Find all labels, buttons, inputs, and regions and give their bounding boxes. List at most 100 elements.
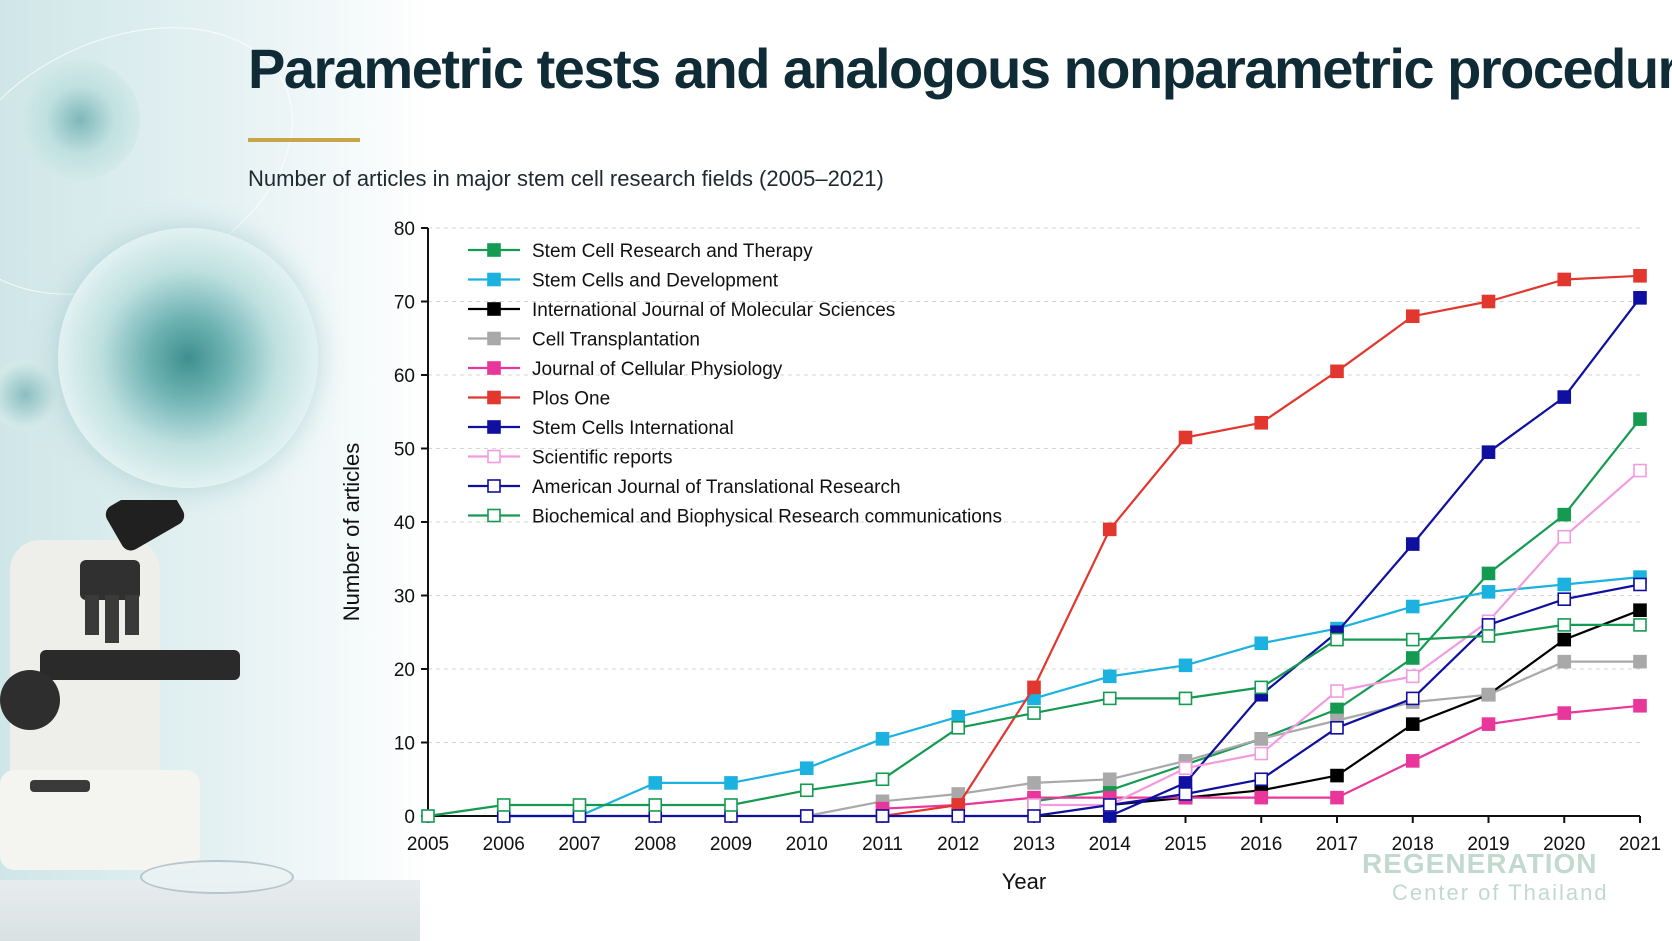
series-line-7 (1109, 297, 1641, 818)
y-tick-label: 70 (394, 293, 415, 314)
data-point-marker (496, 798, 511, 812)
data-point-marker (1481, 629, 1496, 643)
legend-swatch-marker (487, 479, 501, 493)
data-point-marker (1481, 618, 1496, 632)
series-line-1 (1033, 418, 1641, 803)
data-point-marker (648, 798, 663, 812)
data-point-marker (799, 761, 814, 776)
stem-cell-small-image (20, 60, 140, 180)
data-point-marker (1633, 412, 1647, 426)
data-point-marker (1254, 790, 1269, 805)
stem-cell-tiny-image (0, 360, 60, 430)
data-point-marker (1330, 702, 1344, 717)
data-point-marker (1405, 669, 1420, 684)
y-tick-label: 10 (394, 734, 415, 755)
data-point-marker (1027, 776, 1041, 790)
x-tick-label: 2012 (937, 834, 979, 855)
series-line-4 (806, 660, 1640, 818)
data-point-marker (1027, 706, 1041, 720)
y-axis-title: Number of articles (339, 443, 364, 622)
data-point-marker (724, 809, 738, 823)
data-point-marker (1178, 761, 1193, 776)
series-line-2 (503, 576, 1641, 818)
data-point-marker (1405, 651, 1420, 665)
x-tick-label: 2010 (786, 834, 828, 855)
x-tick-label: 2018 (1392, 834, 1434, 855)
data-point-marker (1254, 772, 1269, 787)
data-point-marker (572, 798, 587, 812)
data-point-marker (1481, 566, 1496, 581)
data-point-marker (1557, 272, 1572, 287)
legend-swatch-marker (487, 508, 501, 523)
data-point-marker (496, 809, 511, 823)
data-point-marker (1633, 577, 1647, 592)
data-point-marker (1178, 658, 1193, 673)
data-point-marker (1178, 776, 1193, 790)
data-point-marker (875, 772, 890, 787)
x-tick-label: 2009 (710, 834, 752, 855)
data-point-marker (1330, 632, 1344, 647)
data-point-marker (1481, 585, 1496, 599)
data-point-marker (1633, 268, 1647, 283)
x-axis-title: Year (1002, 869, 1046, 894)
y-tick-label: 80 (394, 219, 415, 240)
data-point-marker (1557, 654, 1572, 669)
data-point-marker (1633, 291, 1647, 305)
data-point-marker (1633, 463, 1647, 478)
data-point-marker (1027, 809, 1041, 823)
legend-label: Journal of Cellular Physiology (532, 359, 783, 380)
data-point-marker (1557, 577, 1572, 592)
legend-swatch-marker (487, 449, 501, 464)
legend-label: Biochemical and Biophysical Research com… (532, 507, 1002, 528)
data-point-marker (1330, 364, 1344, 379)
data-point-marker (1557, 507, 1572, 522)
data-point-marker (421, 809, 435, 823)
stem-cell-image (58, 228, 318, 488)
data-point-marker (1557, 529, 1572, 544)
y-tick-label: 60 (394, 366, 415, 387)
x-tick-label: 2008 (634, 834, 676, 855)
data-point-marker (1481, 294, 1496, 309)
data-point-marker (1330, 768, 1344, 783)
x-tick-label: 2006 (483, 834, 525, 855)
chart-subtitle: Number of articles in major stem cell re… (248, 166, 884, 191)
x-tick-label: 2019 (1467, 834, 1509, 855)
legend-swatch-marker (487, 243, 501, 257)
data-point-marker (1557, 618, 1572, 632)
data-point-marker (1178, 787, 1193, 801)
data-point-marker (1027, 680, 1041, 695)
legend-label: International Journal of Molecular Scien… (532, 300, 895, 321)
data-point-marker (1557, 592, 1572, 606)
data-point-marker (1102, 691, 1117, 706)
legend-label: Stem Cell Research and Therapy (532, 241, 813, 262)
legend-label: Plos One (532, 389, 610, 410)
y-tick-label: 20 (394, 660, 415, 681)
data-point-marker (1254, 732, 1269, 746)
x-tick-label: 2013 (1013, 834, 1055, 855)
title-underline (248, 138, 360, 142)
data-point-marker (1102, 522, 1117, 537)
data-point-marker (1330, 684, 1344, 698)
data-point-marker (951, 798, 966, 812)
data-point-marker (1102, 809, 1117, 823)
x-tick-label: 2007 (558, 834, 600, 855)
x-tick-label: 2020 (1543, 834, 1585, 855)
x-tick-label: 2021 (1619, 834, 1661, 855)
data-point-marker (1405, 754, 1420, 768)
data-point-marker (1481, 717, 1496, 731)
data-point-marker (1102, 798, 1117, 812)
data-point-marker (1633, 603, 1647, 618)
legend-label: Scientific reports (532, 448, 672, 469)
x-tick-label: 2015 (1164, 834, 1206, 855)
background-decoration (0, 0, 430, 941)
data-point-marker (951, 709, 966, 724)
legend-swatch-marker (487, 331, 501, 346)
data-point-marker (1102, 669, 1117, 684)
data-point-marker (1102, 772, 1117, 787)
data-point-marker (1178, 691, 1193, 706)
data-point-marker (1405, 632, 1420, 647)
data-point-marker (1027, 798, 1041, 812)
legend-label: Stem Cells and Development (532, 271, 779, 292)
data-point-marker (1254, 636, 1269, 651)
data-point-marker (1405, 691, 1420, 706)
